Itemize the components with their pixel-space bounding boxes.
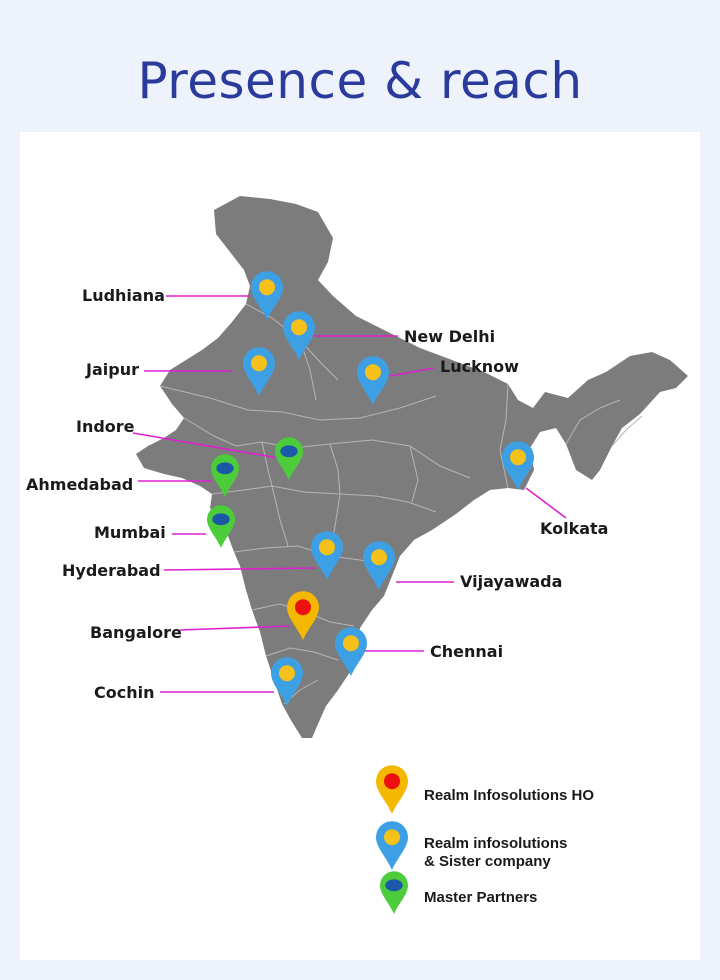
state-border-line xyxy=(159,385,437,421)
pin-center-dot xyxy=(279,665,295,682)
pin-lucknow xyxy=(357,356,389,405)
pin-body xyxy=(311,531,343,580)
pin-center-dot xyxy=(251,355,267,372)
pin-hyderabad xyxy=(311,531,343,580)
pin-body xyxy=(335,627,367,676)
legend-pin-sister-icon xyxy=(376,821,408,870)
pin-body xyxy=(376,821,408,870)
pin-center-dot xyxy=(319,539,335,556)
pin-center-dot xyxy=(371,549,387,566)
india-landmass xyxy=(136,196,688,738)
city-label-vijayawada: Vijayawada xyxy=(460,572,562,591)
pin-ahmedabad xyxy=(211,454,239,497)
pin-bangalore xyxy=(287,591,319,640)
city-label-kolkata: Kolkata xyxy=(540,519,608,538)
leader-line-indore xyxy=(132,432,279,459)
pin-body xyxy=(502,441,534,490)
city-label-indore: Indore xyxy=(76,417,135,436)
leader-lines xyxy=(132,295,567,693)
legend-label: Realm Infosolutions HO xyxy=(424,787,594,804)
pin-new-delhi xyxy=(283,311,315,360)
pin-cochin xyxy=(271,657,303,706)
pin-center-dot xyxy=(343,635,359,652)
pin-jaipur xyxy=(243,347,275,396)
pin-center-dot xyxy=(212,513,230,526)
page-title: Presence & reach xyxy=(137,52,583,110)
city-label-jaipur: Jaipur xyxy=(85,360,139,379)
pin-mumbai xyxy=(207,505,235,548)
legend-label: & Sister company xyxy=(424,853,551,870)
pin-center-dot xyxy=(295,599,311,616)
leader-line-hyderabad xyxy=(163,567,317,571)
legend-item-ho: Realm Infosolutions HO xyxy=(376,765,594,814)
pin-center-dot xyxy=(259,279,275,296)
state-border-line xyxy=(329,443,341,557)
legend: Realm Infosolutions HO Realm infosolution… xyxy=(376,765,594,914)
city-label-cochin: Cochin xyxy=(94,683,154,702)
city-label-hyderabad: Hyderabad xyxy=(62,561,161,580)
pin-body xyxy=(376,765,408,814)
pin-center-dot xyxy=(384,829,400,846)
state-border-line xyxy=(611,415,643,447)
state-border-line xyxy=(261,441,289,547)
legend-label: Master Partners xyxy=(424,889,537,906)
india-map: Ludhiana New Delhi Jaipur Lucknow Indore Ahme… xyxy=(26,196,688,914)
city-label-chennai: Chennai xyxy=(430,642,503,661)
city-labels: Ludhiana New Delhi Jaipur Lucknow Indore Ahme… xyxy=(26,286,608,702)
pin-center-dot xyxy=(385,879,403,892)
location-pins xyxy=(207,271,534,706)
pin-body xyxy=(363,541,395,590)
pin-body xyxy=(271,657,303,706)
pin-center-dot xyxy=(216,462,234,475)
pin-body xyxy=(283,311,315,360)
city-label-bangalore: Bangalore xyxy=(90,623,182,642)
pin-center-dot xyxy=(280,445,298,458)
island-shape xyxy=(548,398,560,416)
pin-ludhiana xyxy=(251,271,283,320)
legend-label: Realm infosolutions xyxy=(424,835,567,852)
state-border-line xyxy=(499,383,509,489)
leader-line-kolkata xyxy=(525,487,567,519)
state-border-line xyxy=(409,445,419,503)
pin-center-dot xyxy=(384,773,400,790)
pin-center-dot xyxy=(365,364,381,381)
pin-body xyxy=(357,356,389,405)
legend-item-partner: Master Partners xyxy=(380,871,537,914)
pin-body xyxy=(380,871,408,914)
legend-pin-ho-icon xyxy=(376,765,408,814)
leader-line-lucknow xyxy=(389,367,435,377)
pin-chennai xyxy=(335,627,367,676)
state-border-line xyxy=(211,485,437,513)
pin-body xyxy=(287,591,319,640)
state-border-line xyxy=(183,417,471,479)
pin-vijayawada xyxy=(363,541,395,590)
pin-indore xyxy=(275,437,303,480)
legend-item-sister: Realm infosolutions& Sister company xyxy=(376,821,567,870)
state-border-line xyxy=(265,647,339,661)
city-label-new-delhi: New Delhi xyxy=(404,327,495,346)
legend-pin-partner-icon xyxy=(380,871,408,914)
city-label-ludhiana: Ludhiana xyxy=(82,286,165,305)
pin-center-dot xyxy=(510,449,526,466)
city-label-ahmedabad: Ahmedabad xyxy=(26,475,133,494)
pin-kolkata xyxy=(502,441,534,490)
mainland-shape xyxy=(136,196,688,738)
leader-line-bangalore xyxy=(179,625,291,631)
pin-body xyxy=(251,271,283,320)
pin-body xyxy=(243,347,275,396)
city-label-mumbai: Mumbai xyxy=(94,523,166,542)
city-label-lucknow: Lucknow xyxy=(440,357,519,376)
pin-center-dot xyxy=(291,319,307,336)
map-card: Ludhiana New Delhi Jaipur Lucknow Indore Ahme… xyxy=(20,132,700,960)
state-border-line xyxy=(565,399,621,445)
